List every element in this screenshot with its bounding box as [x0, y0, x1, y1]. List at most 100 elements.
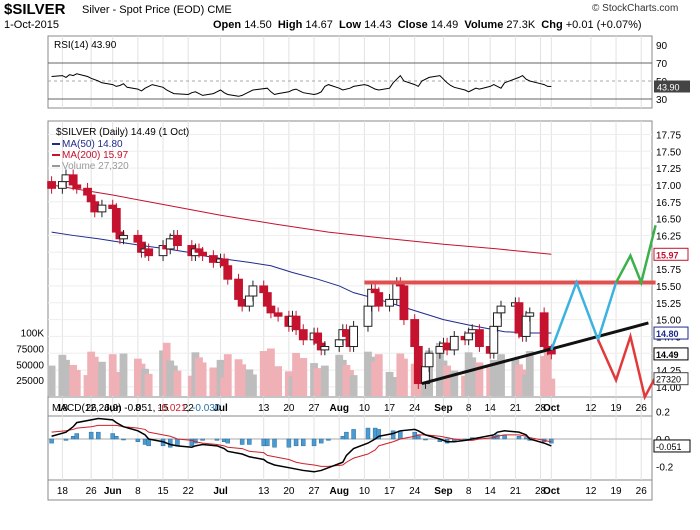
candle-body [72, 184, 82, 189]
candle-body [370, 288, 380, 294]
candle-body [399, 285, 409, 321]
price-tick-label: 16.25 [656, 231, 681, 242]
candle-body [298, 329, 308, 341]
candle-body [97, 204, 107, 213]
close-value: 14.49 [430, 19, 459, 31]
candle-body [237, 298, 247, 307]
x-tick-label: 28 [535, 486, 547, 497]
x-tick-label: 12 [585, 403, 597, 414]
x-tick-label: 19 [610, 403, 622, 414]
macd-histogram-bar [214, 438, 220, 441]
volume-bar [385, 371, 394, 396]
chg-value: +0.01 (+0.07%) [565, 19, 642, 31]
macd-histogram-bar [326, 438, 331, 441]
macd-histogram-bar [265, 438, 270, 447]
rsi-last-value: 43.90 [657, 82, 680, 92]
candle-body [119, 234, 128, 240]
candle-body [68, 174, 78, 186]
macd-histogram-bar [63, 438, 69, 441]
symbol-description: Silver - Spot Price (EOD) CME [82, 4, 232, 17]
candle-body [90, 201, 100, 213]
x-tick-label: 22 [183, 486, 195, 497]
candle-body [262, 292, 272, 307]
candle-body [86, 194, 96, 203]
macd-line [51, 417, 552, 473]
support-trendline [421, 321, 649, 385]
x-tick-label: 8 [466, 403, 472, 414]
macd-histogram-bar [200, 438, 205, 441]
candle-body [442, 342, 452, 351]
price-tick-label: 15.75 [656, 265, 681, 276]
candle-body [424, 352, 434, 368]
macd-histogram-bar [286, 438, 292, 448]
price-last-badge [653, 247, 689, 261]
macd-histogram-bar [272, 438, 277, 448]
candle-body [374, 292, 384, 307]
candle-body [194, 248, 204, 253]
x-tick-label: 14 [485, 486, 497, 497]
macd-histogram-bar [311, 438, 317, 447]
projection-path [550, 279, 618, 351]
candle-body [108, 204, 118, 210]
rsi-tick-label: 30 [656, 95, 668, 106]
price-tick-label: 15.00 [656, 316, 681, 327]
candle-body [349, 325, 359, 348]
x-tick-label: Jun [104, 486, 122, 497]
macd-histogram-bar [344, 431, 349, 440]
price-last-value: 15.97 [656, 250, 679, 260]
macd-histogram-bar [423, 438, 428, 441]
candle-body [525, 312, 535, 317]
candle-body [385, 298, 394, 307]
candle-body [539, 312, 549, 348]
x-tick-label: 17 [384, 403, 396, 414]
candle-body [492, 312, 502, 327]
candle-body [244, 295, 254, 307]
candle-body [259, 285, 269, 294]
candle-body [449, 335, 459, 351]
macd-histogram-bar [88, 431, 94, 440]
price-tick-label: 14.25 [656, 366, 681, 377]
chart-header: $SILVER Silver - Spot Price (EOD) CME 1-… [0, 0, 700, 36]
legend-entry: MA(50) 14.80 [62, 139, 123, 150]
price-date-axis [47, 396, 653, 417]
volume-bar [72, 370, 81, 396]
volume-bar [299, 358, 308, 396]
volume-bar [400, 358, 408, 396]
quote-date: 1-Oct-2015 [4, 19, 60, 31]
x-tick-label: 10 [359, 403, 371, 414]
low-label: Low [339, 19, 362, 31]
candle-body [144, 248, 154, 257]
macd-histogram-bar [167, 438, 173, 448]
volume-bar [374, 354, 383, 396]
volume-bar [547, 378, 556, 396]
candle-body [313, 332, 323, 344]
macd-histogram-bar [365, 427, 371, 440]
candle-body [208, 255, 218, 263]
x-tick-label: 14 [485, 403, 497, 414]
volume-bar [119, 353, 128, 396]
price-tick-label: 17.50 [656, 147, 681, 158]
candle-body [165, 238, 175, 250]
volume-bar [98, 361, 106, 396]
x-tick-label: Aug [329, 403, 348, 414]
x-tick-label: 26 [636, 403, 648, 414]
volume-bar [543, 348, 552, 396]
candle-body [464, 332, 474, 341]
x-tick-label: 17 [384, 486, 396, 497]
volume-bar [443, 365, 451, 396]
macd-histogram-bar [239, 438, 245, 445]
x-tick-label: 27 [308, 486, 320, 497]
x-tick-label: Sep [434, 486, 452, 497]
price-title: $SILVER (Daily) 14.49 (1 Oct) [56, 127, 189, 138]
candle-body [341, 329, 351, 337]
price-tick-label: 15.25 [656, 299, 681, 310]
candle-body [111, 208, 121, 233]
volume-bar [266, 348, 275, 396]
macd-last-badge [653, 439, 691, 453]
x-tick-label: 21 [510, 403, 522, 414]
volume-bar [238, 364, 247, 396]
x-tick-label: 22 [183, 403, 195, 414]
projection-path [596, 331, 657, 401]
macd-histogram-bar [49, 438, 54, 444]
candle-body [413, 346, 423, 385]
